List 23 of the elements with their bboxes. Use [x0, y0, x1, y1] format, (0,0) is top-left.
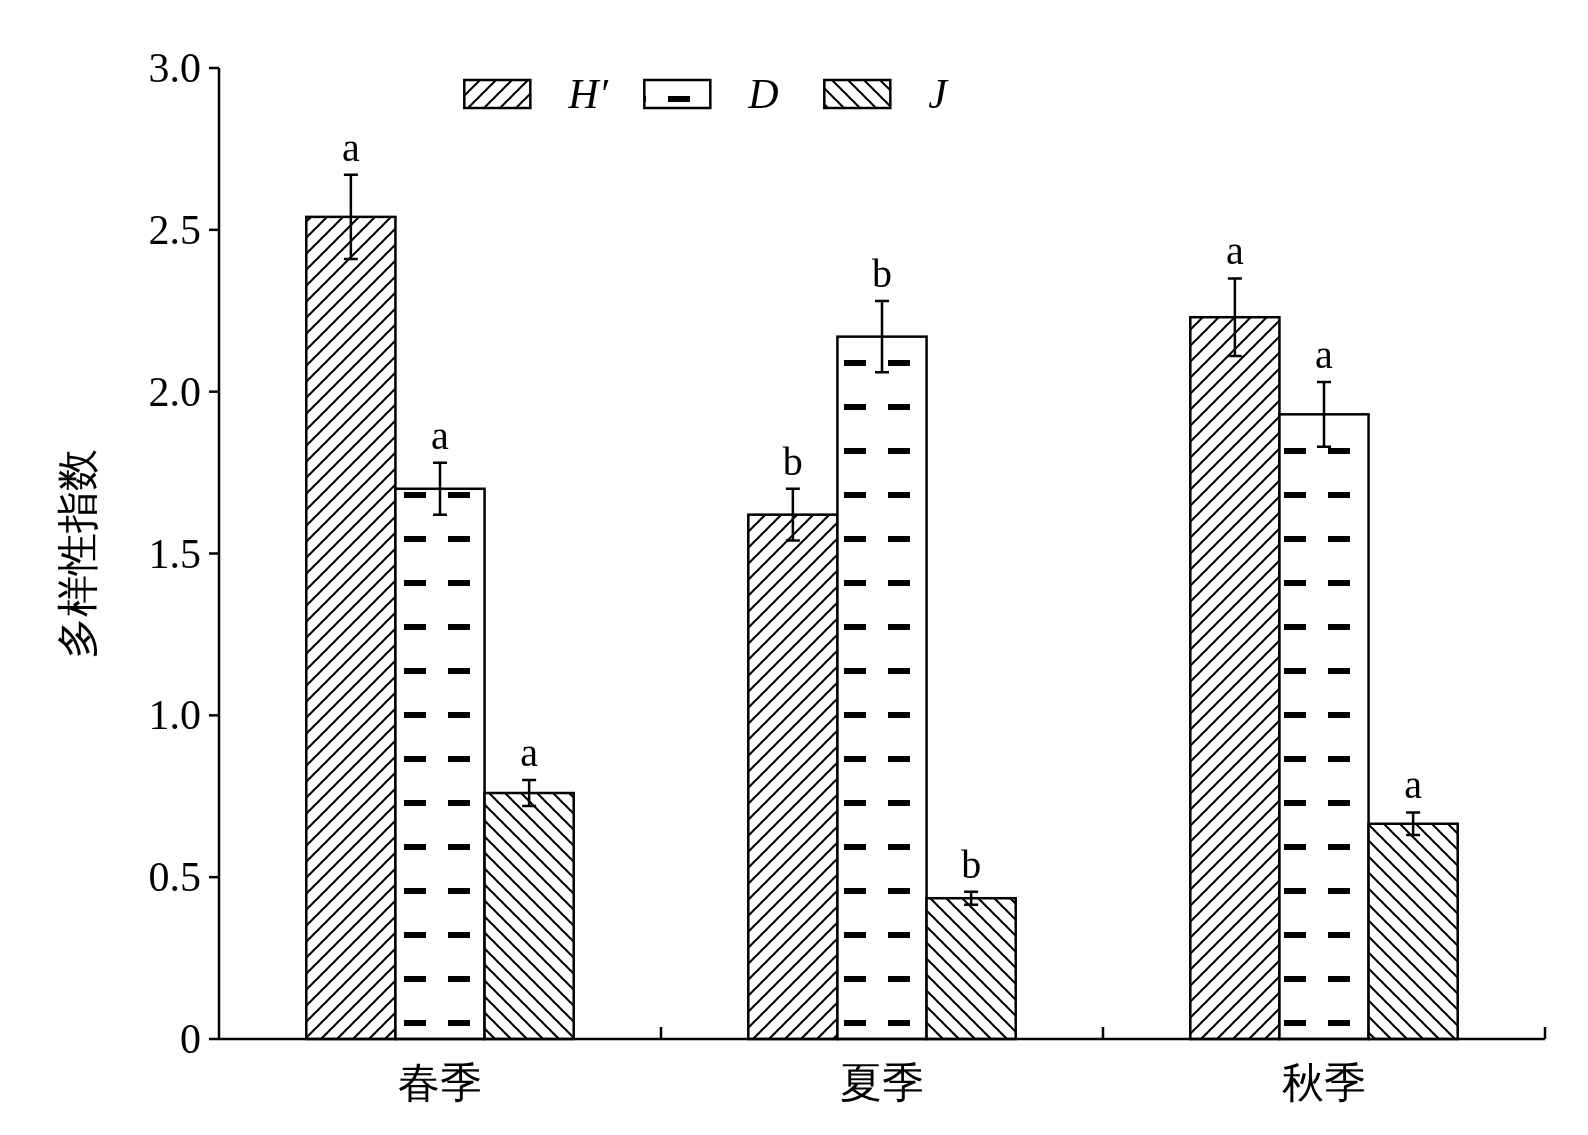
y-axis-title: 多样性指数	[55, 448, 101, 659]
legend-label: H′	[567, 71, 609, 117]
y-tick-label: 1.0	[148, 692, 201, 739]
annotation: a	[431, 412, 450, 458]
annotation: a	[520, 730, 539, 776]
y-tick-label: 3.0	[148, 45, 201, 91]
annotation: a	[1225, 228, 1244, 274]
y-tick-label: 0	[180, 1016, 201, 1062]
x-tick-label: 秋季	[1282, 1060, 1366, 1106]
legend-label: D	[747, 71, 779, 117]
annotation: b	[782, 438, 803, 484]
annotation: b	[961, 841, 982, 887]
annotation: a	[341, 124, 360, 170]
y-tick-label: 2.0	[148, 368, 201, 415]
legend-label: J	[928, 71, 950, 117]
annotation: b	[872, 251, 892, 297]
y-tick-label: 1.5	[148, 530, 201, 577]
annotation: a	[1404, 762, 1423, 808]
y-tick-label: 2.5	[148, 206, 201, 253]
x-tick-label: 夏季	[840, 1060, 924, 1106]
y-tick-label: 0.5	[148, 854, 201, 901]
x-tick-label: 春季	[398, 1060, 482, 1106]
annotation: a	[1315, 331, 1334, 377]
